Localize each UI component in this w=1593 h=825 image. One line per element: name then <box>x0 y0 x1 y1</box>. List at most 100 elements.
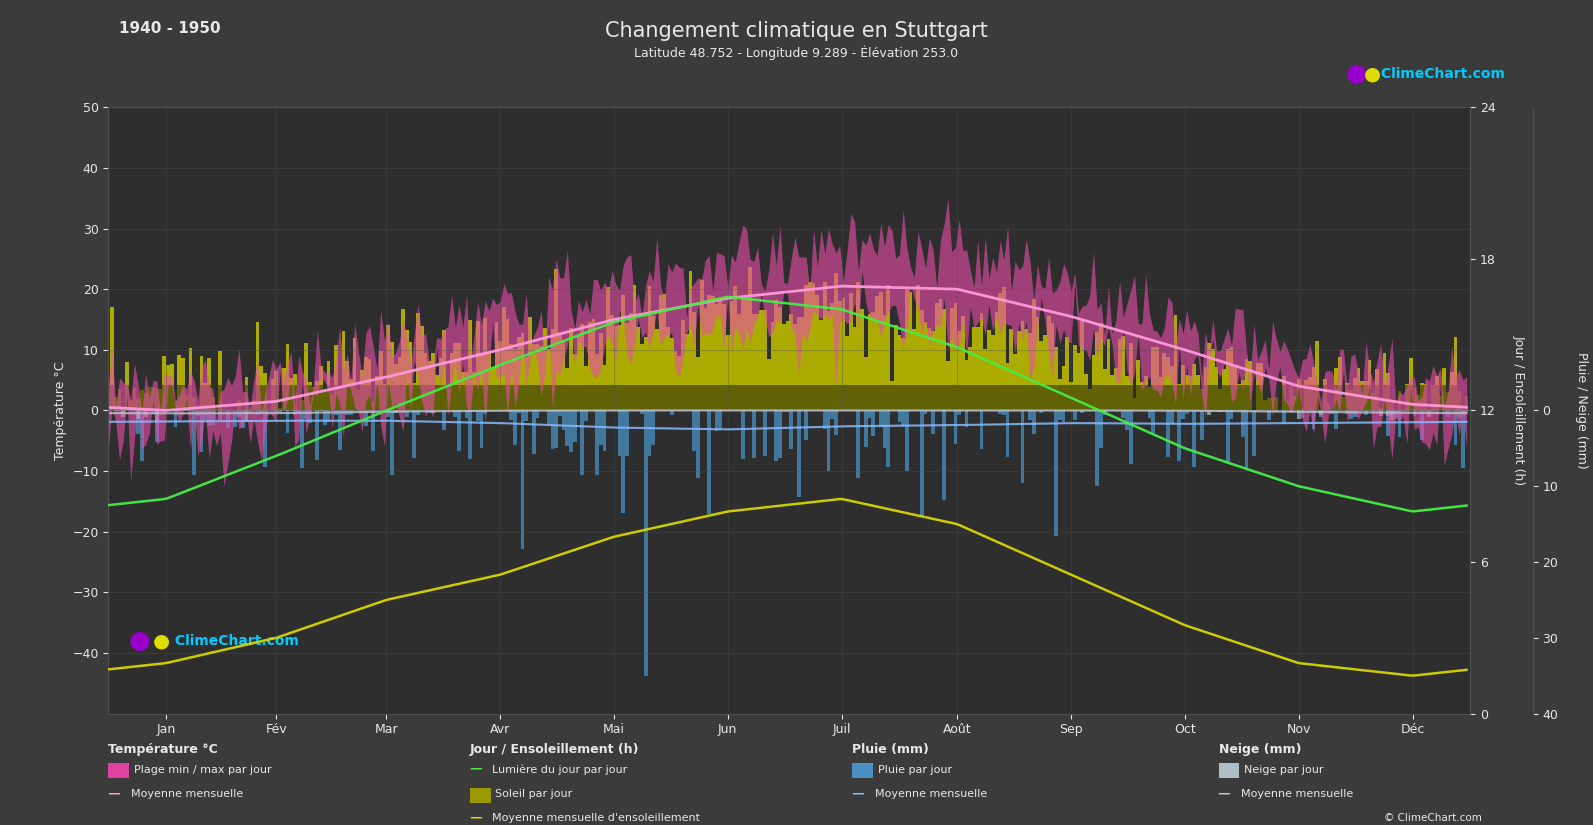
Bar <box>916 285 919 385</box>
Bar <box>1311 367 1316 411</box>
Bar <box>790 411 793 450</box>
Bar <box>327 361 330 411</box>
Bar <box>1069 382 1074 385</box>
Bar <box>438 358 443 411</box>
Bar <box>763 411 766 456</box>
Bar <box>182 357 185 385</box>
Bar <box>510 411 513 420</box>
Bar <box>1286 401 1289 411</box>
Bar <box>1230 411 1233 419</box>
Bar <box>588 323 591 385</box>
Bar <box>957 332 961 385</box>
Bar <box>390 411 393 475</box>
Bar <box>405 330 409 411</box>
Bar <box>416 411 421 415</box>
Bar <box>274 371 279 385</box>
Bar <box>274 411 279 412</box>
Bar <box>682 320 685 385</box>
Bar <box>393 365 398 411</box>
Bar <box>245 411 249 422</box>
Bar <box>188 347 193 385</box>
Bar <box>1125 376 1129 385</box>
Bar <box>738 314 741 411</box>
Bar <box>602 411 607 451</box>
Bar <box>551 411 554 450</box>
Bar <box>155 389 159 411</box>
Bar <box>241 411 245 428</box>
Bar <box>170 365 174 411</box>
Bar <box>835 273 838 385</box>
Bar <box>1230 346 1233 385</box>
Text: Latitude 48.752 - Longitude 9.289 - Élévation 253.0: Latitude 48.752 - Longitude 9.289 - Élév… <box>634 45 959 60</box>
Bar <box>1192 364 1196 411</box>
Bar <box>476 411 479 421</box>
Bar <box>1211 350 1215 385</box>
Bar <box>1255 363 1260 385</box>
Bar <box>696 357 699 385</box>
Bar <box>894 325 897 385</box>
Bar <box>980 411 983 449</box>
Bar <box>454 411 457 417</box>
Bar <box>938 299 943 411</box>
Bar <box>1185 375 1188 411</box>
Bar <box>296 411 301 413</box>
Bar <box>588 323 591 411</box>
Bar <box>932 411 935 434</box>
Bar <box>924 322 927 411</box>
Bar <box>704 309 707 411</box>
Bar <box>969 346 972 385</box>
Bar <box>693 312 696 411</box>
Bar <box>387 411 390 412</box>
Bar <box>905 289 908 385</box>
Bar <box>1408 358 1413 411</box>
Bar <box>382 384 387 385</box>
Bar <box>715 304 718 385</box>
Bar <box>613 326 618 385</box>
Bar <box>457 343 460 411</box>
Bar <box>137 411 140 418</box>
Bar <box>988 331 991 385</box>
Bar <box>965 411 969 427</box>
Bar <box>1297 380 1300 385</box>
Bar <box>580 324 585 411</box>
Bar <box>1080 411 1085 412</box>
Bar <box>1330 411 1335 414</box>
Bar <box>1271 398 1274 411</box>
Bar <box>1442 367 1446 411</box>
Bar <box>1244 359 1249 385</box>
Bar <box>319 366 323 385</box>
Bar <box>256 322 260 411</box>
Bar <box>263 411 268 467</box>
Bar <box>591 318 596 411</box>
Bar <box>1047 316 1050 385</box>
Bar <box>607 287 610 411</box>
Bar <box>1249 361 1252 411</box>
Bar <box>969 346 972 411</box>
Bar <box>954 411 957 444</box>
Bar <box>521 411 524 549</box>
Bar <box>518 337 521 411</box>
Bar <box>636 328 640 411</box>
Bar <box>1215 367 1219 411</box>
Bar <box>1163 353 1166 385</box>
Bar <box>346 361 349 385</box>
Bar <box>1136 361 1141 411</box>
Bar <box>315 381 319 411</box>
Bar <box>602 365 607 385</box>
Bar <box>1188 375 1192 411</box>
Bar <box>596 354 599 385</box>
Bar <box>199 411 204 452</box>
Bar <box>315 381 319 385</box>
Bar <box>479 411 483 448</box>
Bar <box>1196 375 1200 385</box>
Bar <box>502 308 505 385</box>
Bar <box>624 411 629 456</box>
Bar <box>1372 393 1375 411</box>
Bar <box>919 411 924 517</box>
Bar <box>1394 411 1397 417</box>
Bar <box>916 285 919 411</box>
Bar <box>341 331 346 411</box>
Bar <box>1043 335 1047 385</box>
Bar <box>371 411 374 451</box>
Bar <box>409 342 413 385</box>
